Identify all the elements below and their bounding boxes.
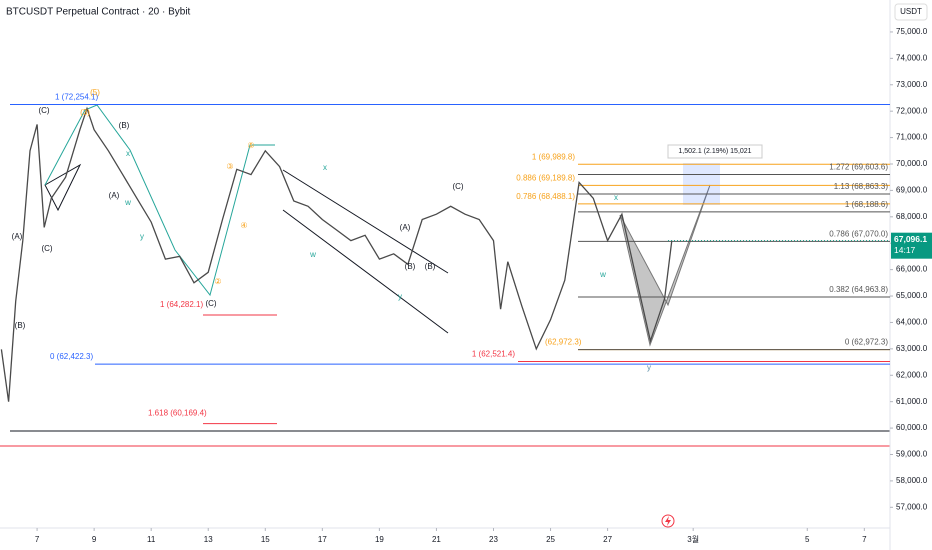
level-label: 0.786 (67,070.0) [829,229,888,238]
level-label: 1 (68,188.6) [845,200,888,209]
event-icon-bolt [665,516,671,526]
measure-label-box [667,144,763,159]
measure-box [683,163,720,205]
y-tick-label: 60,000.0 [896,423,928,432]
level-label: 1.13 (68,863.3) [834,182,889,191]
chart-title: BTCUSDT Perpetual Contract · 20 · Bybit [6,7,191,18]
level-label: 0.786 (68,488.1) [516,192,575,201]
level-label: 1 (64,282.1) [160,300,203,309]
price-line [0,106,673,402]
x-tick-label: 5 [805,535,810,544]
y-axis-unit: USDT [900,7,922,16]
y-tick-label: 62,000.0 [896,370,928,379]
y-tick-label: 70,000.0 [896,159,928,168]
wave-label: (A) [109,191,120,200]
y-tick-label: 58,000.0 [896,476,928,485]
x-tick-label: 21 [432,535,441,544]
channel-line [282,209,449,334]
wave-label: w [124,198,131,207]
wave-label: ③ [226,162,233,171]
wave-label: (C) [41,244,52,253]
x-tick-label: 3월 [687,534,699,544]
measure-label: 1,502.1 (2.19%) 15,021 [678,148,751,155]
wave-label: (5) [90,88,100,97]
level-label: (62,972.3) [545,338,582,347]
level-label: 0 (62,422.3) [50,352,93,361]
y-tick-label: 63,000.0 [896,344,928,353]
wave-label: ⑤ [247,141,254,150]
x-tick-label: 7 [862,535,867,544]
event-icon[interactable] [661,514,675,528]
x-tick-label: 19 [375,535,384,544]
x-tick-label: 9 [92,535,97,544]
wave-label: y [647,363,651,372]
y-tick-label: 75,000.0 [896,27,928,36]
wave-label: (C) [452,182,463,191]
level-label: 1 (62,521.4) [472,350,515,359]
price-tag [891,232,932,259]
wave-label: (C) [205,299,216,308]
price-tag-timer: 14:17 [894,245,916,255]
channel-line [282,169,449,274]
wave-label: ④ [240,221,247,230]
wave-label: (A) [12,232,23,241]
level-label: 1 (72,254.1) [55,93,98,102]
x-tick-label: 13 [204,535,213,544]
x-tick-label: 17 [318,535,327,544]
y-tick-label: 57,000.0 [896,502,928,511]
wave-label: (B) [405,262,416,271]
y-tick-label: 65,000.0 [896,291,928,300]
level-label: 1.618 (60,169.4) [148,409,207,418]
wave-label: ② [214,277,221,286]
level-label: 1.272 (69,603.6) [829,163,888,172]
unit-box[interactable] [894,3,928,21]
x-tick-label: 23 [489,535,498,544]
wave-label: (3) [80,108,90,117]
y-tick-label: 61,000.0 [896,397,928,406]
wave-label: x [323,163,327,172]
y-tick-label: 72,000.0 [896,106,928,115]
level-label: 0.382 (64,963.8) [829,285,888,294]
wave-label: w [599,270,606,279]
x-tick-label: 11 [147,535,156,544]
x-tick-label: 27 [603,535,612,544]
x-tick-label: 7 [35,535,40,544]
wave-label: w [309,250,316,259]
wave-label: (B) [15,321,26,330]
wave-label: (B) [425,262,436,271]
level-label: 0 (62,972.3) [845,338,888,347]
y-tick-label: 74,000.0 [896,53,928,62]
y-tick-label: 68,000.0 [896,212,928,221]
x-tick-label: 25 [546,535,555,544]
y-tick-label: 73,000.0 [896,80,928,89]
wave-label: (A) [400,223,411,232]
y-tick-label: 59,000.0 [896,450,928,459]
y-tick-label: 66,000.0 [896,265,928,274]
wave-label: x [614,193,618,202]
y-tick-label: 71,000.0 [896,133,928,142]
level-label: 0.886 (69,189.8) [516,174,575,183]
x-tick-label: 15 [261,535,270,544]
price-tag-label: 67,096.1 [894,234,927,244]
y-tick-label: 64,000.0 [896,318,928,327]
wave-label: (B) [119,121,130,130]
wave-label: (C) [38,106,49,115]
wave-label: y [398,292,402,301]
wave-label: y [140,232,144,241]
y-tick-label: 69,000.0 [896,186,928,195]
wave-label: x [126,149,130,158]
level-label: 1 (69,989.8) [532,152,575,161]
